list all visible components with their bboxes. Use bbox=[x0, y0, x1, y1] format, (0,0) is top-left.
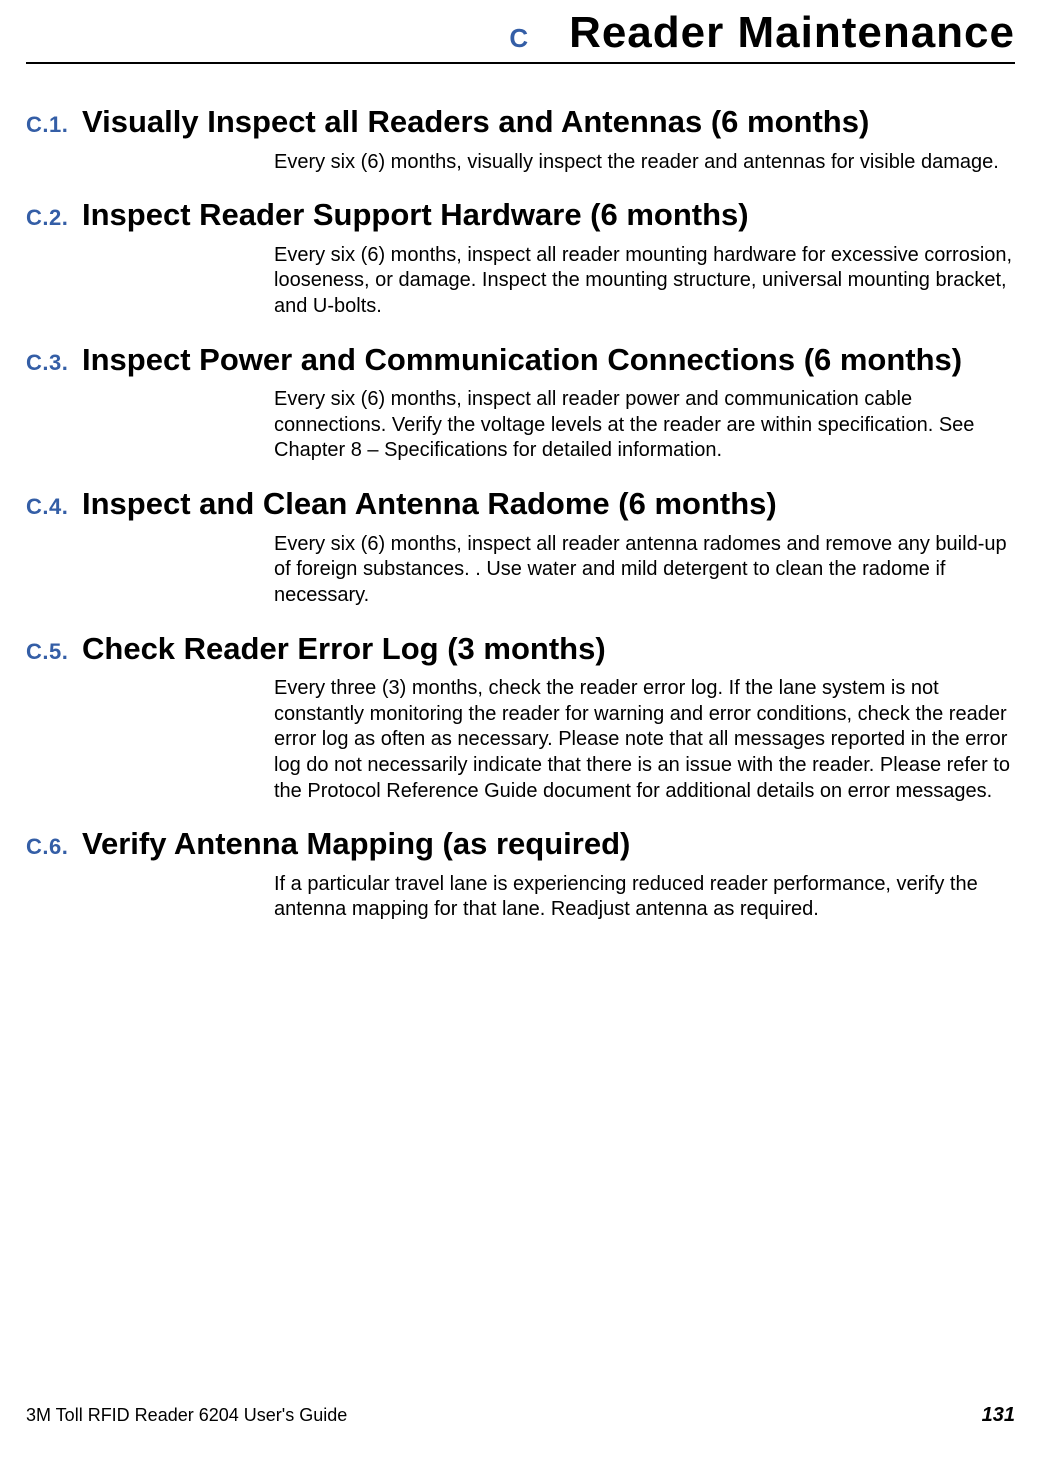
chapter-letter: C bbox=[509, 23, 528, 54]
section: C.6. Verify Antenna Mapping (as required… bbox=[26, 826, 1015, 923]
section-number: C.5. bbox=[26, 639, 82, 665]
section: C.1. Visually Inspect all Readers and An… bbox=[26, 104, 1015, 175]
section: C.4. Inspect and Clean Antenna Radome (6… bbox=[26, 486, 1015, 608]
section-heading-row: C.4. Inspect and Clean Antenna Radome (6… bbox=[26, 486, 1015, 522]
section-title: Inspect Reader Support Hardware (6 month… bbox=[82, 197, 749, 233]
section-number: C.1. bbox=[26, 112, 82, 138]
chapter-header: C Reader Maintenance bbox=[26, 0, 1015, 64]
section-heading-row: C.5. Check Reader Error Log (3 months) bbox=[26, 631, 1015, 667]
section-heading-row: C.3. Inspect Power and Communication Con… bbox=[26, 342, 1015, 378]
section: C.3. Inspect Power and Communication Con… bbox=[26, 342, 1015, 464]
section-title: Visually Inspect all Readers and Antenna… bbox=[82, 104, 869, 140]
section-body: Every six (6) months, visually inspect t… bbox=[274, 150, 1015, 176]
section-title: Inspect and Clean Antenna Radome (6 mont… bbox=[82, 486, 777, 522]
section-heading-row: C.2. Inspect Reader Support Hardware (6 … bbox=[26, 197, 1015, 233]
section: C.5. Check Reader Error Log (3 months) E… bbox=[26, 631, 1015, 805]
section-body: If a particular travel lane is experienc… bbox=[274, 872, 1015, 923]
section-title: Inspect Power and Communication Connecti… bbox=[82, 342, 962, 378]
section-body: Every six (6) months, inspect all reader… bbox=[274, 243, 1015, 320]
section-number: C.3. bbox=[26, 350, 82, 376]
section-heading-row: C.6. Verify Antenna Mapping (as required… bbox=[26, 826, 1015, 862]
page: C Reader Maintenance C.1. Visually Inspe… bbox=[0, 0, 1041, 923]
section-body: Every six (6) months, inspect all reader… bbox=[274, 387, 1015, 464]
page-footer: 3M Toll RFID Reader 6204 User's Guide 13… bbox=[26, 1404, 1015, 1427]
section-body: Every six (6) months, inspect all reader… bbox=[274, 532, 1015, 609]
section-number: C.2. bbox=[26, 205, 82, 231]
chapter-title: Reader Maintenance bbox=[569, 8, 1015, 58]
section-number: C.6. bbox=[26, 834, 82, 860]
section-number: C.4. bbox=[26, 494, 82, 520]
section-title: Verify Antenna Mapping (as required) bbox=[82, 826, 630, 862]
section-heading-row: C.1. Visually Inspect all Readers and An… bbox=[26, 104, 1015, 140]
section-title: Check Reader Error Log (3 months) bbox=[82, 631, 606, 667]
footer-doc-title: 3M Toll RFID Reader 6204 User's Guide bbox=[26, 1405, 347, 1426]
section: C.2. Inspect Reader Support Hardware (6 … bbox=[26, 197, 1015, 319]
section-body: Every three (3) months, check the reader… bbox=[274, 676, 1015, 804]
footer-page-number: 131 bbox=[982, 1404, 1015, 1427]
